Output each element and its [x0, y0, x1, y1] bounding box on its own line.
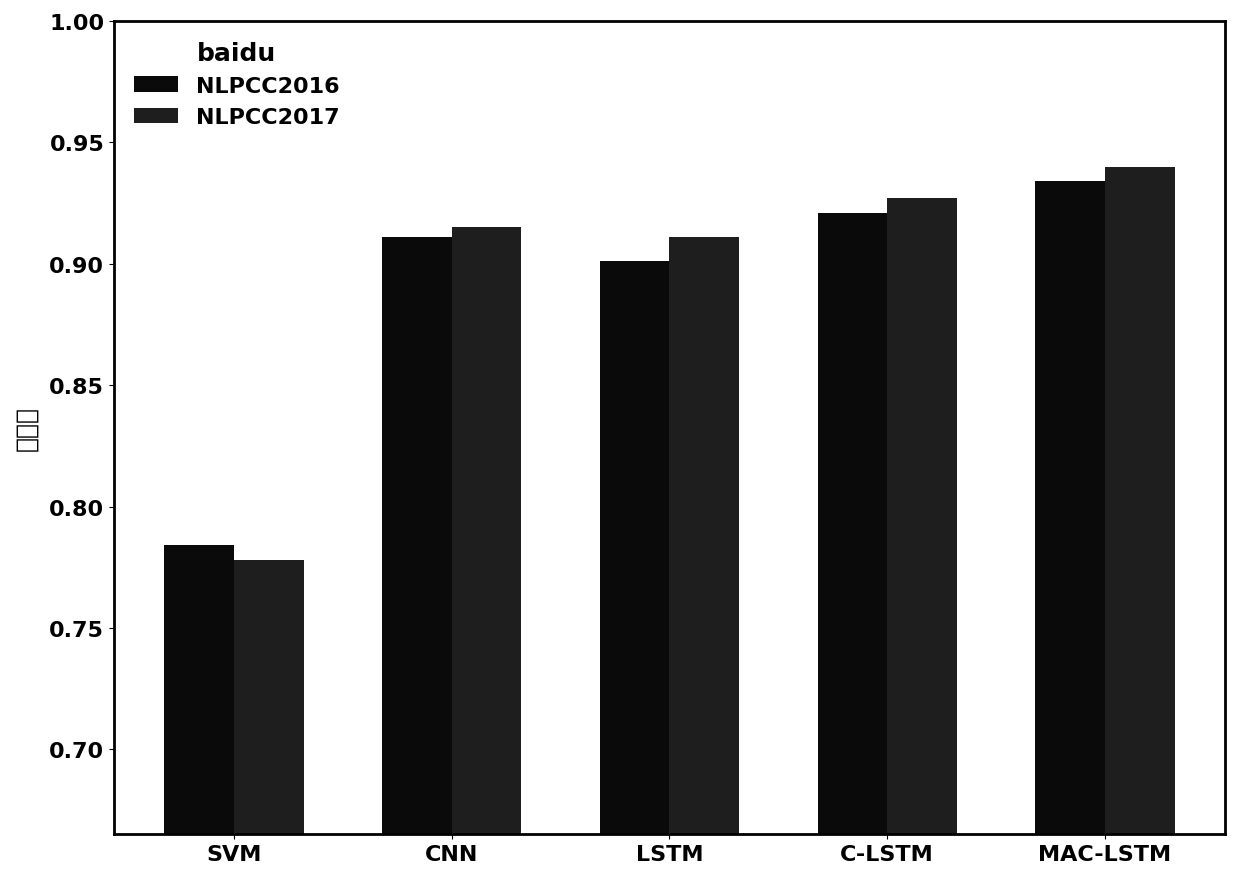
Bar — [1105, 168, 1175, 878]
Bar — [887, 199, 957, 878]
Legend: NLPCC2016, NLPCC2017: NLPCC2016, NLPCC2017 — [125, 33, 348, 137]
Bar — [165, 546, 234, 878]
Bar — [1036, 182, 1105, 878]
Y-axis label: 精确度: 精确度 — [14, 406, 38, 450]
Bar — [452, 228, 522, 878]
Bar — [234, 560, 304, 878]
Bar — [600, 262, 669, 878]
Bar — [818, 213, 887, 878]
Bar — [382, 238, 452, 878]
Bar — [669, 238, 740, 878]
